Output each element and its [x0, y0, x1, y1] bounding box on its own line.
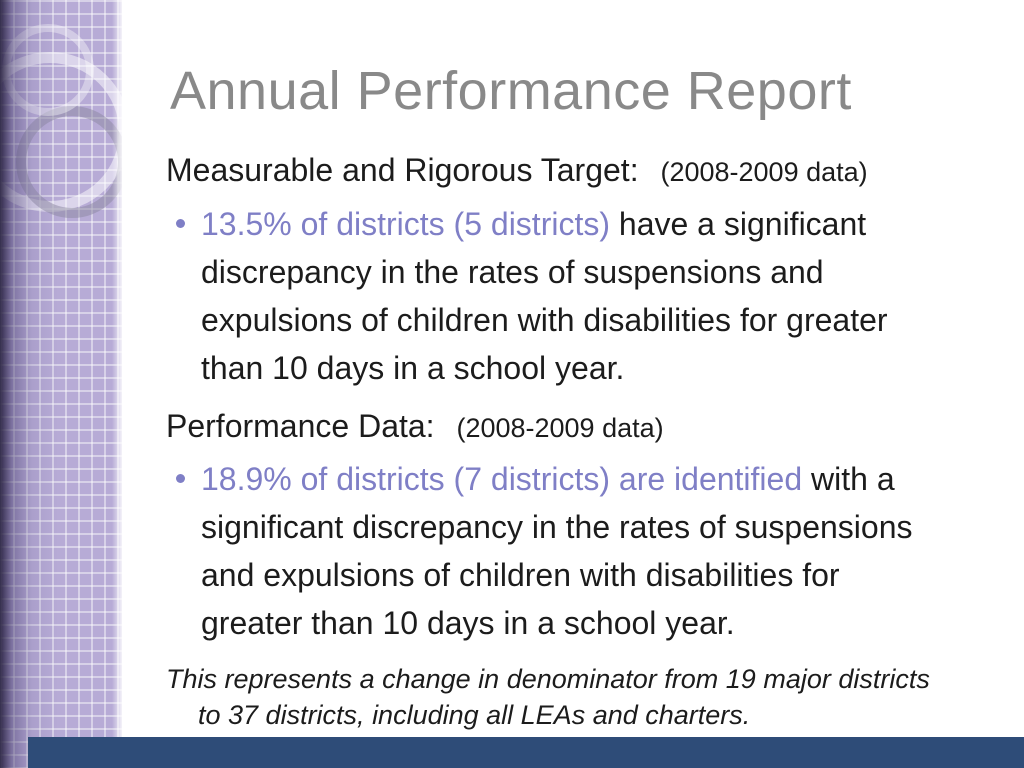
- ring-ornament-small: [2, 24, 94, 116]
- sidebar-decoration: [0, 0, 122, 768]
- performance-heading: Performance Data: (2008-2009 data): [166, 406, 1006, 448]
- slide-title: Annual Performance Report: [170, 61, 852, 121]
- target-bullet-highlight: 13.5% of districts (5 districts): [201, 205, 610, 242]
- bullet-icon: [176, 474, 185, 484]
- target-bullet: 13.5% of districts (5 districts) have a …: [166, 200, 1006, 392]
- target-heading-note: (2008-2009 data): [660, 157, 868, 188]
- performance-bullet: 18.9% of districts (7 districts) are ide…: [166, 455, 1006, 647]
- slide-content: Annual Performance Report Measurable and…: [166, 60, 1006, 733]
- performance-bullet-text: 18.9% of districts (7 districts) are ide…: [201, 455, 921, 647]
- target-heading: Measurable and Rigorous Target: (2008-20…: [166, 150, 1006, 192]
- performance-bullet-rest: with a significant discrepancy in the ra…: [201, 461, 913, 642]
- ring-ornament-gray: [16, 106, 122, 218]
- performance-heading-note: (2008-2009 data): [456, 412, 664, 443]
- target-heading-label: Measurable and Rigorous Target:: [166, 152, 639, 189]
- performance-bullet-highlight: 18.9% of districts (7 districts) are ide…: [201, 461, 803, 498]
- bullet-icon: [176, 218, 185, 228]
- footnote: This represents a change in denominator …: [166, 664, 930, 731]
- performance-heading-label: Performance Data:: [166, 407, 435, 444]
- bottom-bar: [28, 737, 1024, 768]
- target-bullet-text: 13.5% of districts (5 districts) have a …: [201, 200, 921, 392]
- target-bullet-rest: have a significant discrepancy in the ra…: [201, 205, 888, 386]
